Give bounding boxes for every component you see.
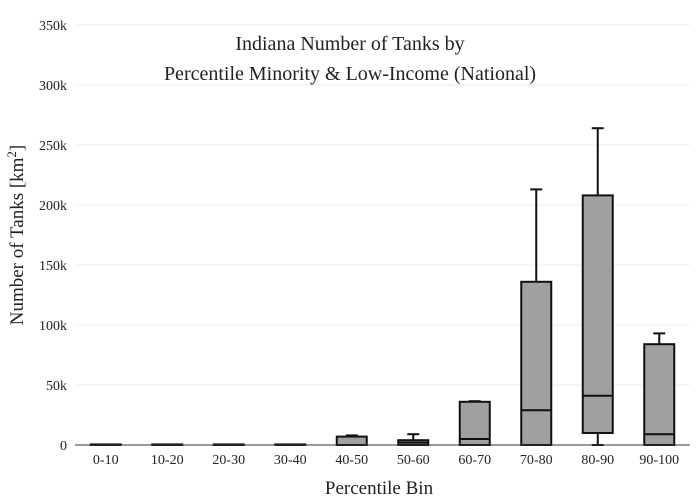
chart-title-line-2: Percentile Minority & Low-Income (Nation…: [164, 63, 536, 85]
box-iqr: [335, 435, 368, 447]
x-tick-label: 70-80: [520, 453, 553, 468]
box-iqr: [520, 280, 553, 446]
chart-title-line-1: Indiana Number of Tanks by: [235, 33, 464, 55]
y-tick-label: 300k: [39, 79, 67, 94]
box-iqr: [643, 343, 676, 447]
y-tick-label: 350k: [39, 19, 67, 34]
y-tick-label: 100k: [39, 319, 67, 334]
y-axis-title-main: Number of Tanks [km: [7, 157, 28, 325]
x-tick-label: 10-20: [151, 453, 184, 468]
box-70-80: [520, 188, 553, 446]
x-axis-title: Percentile Bin: [325, 478, 434, 499]
y-axis-title: Number of Tanks [km2]: [4, 145, 28, 326]
x-tick-label: 40-50: [335, 453, 368, 468]
y-tick-label: 0: [60, 439, 67, 454]
y-tick-label: 50k: [46, 379, 67, 394]
y-tick-label: 250k: [39, 139, 67, 154]
y-axis-ticks: 0 50k 100k 150k 200k 250k 300k 350k: [39, 19, 67, 454]
y-tick-label: 200k: [39, 199, 67, 214]
x-tick-label: 60-70: [458, 453, 491, 468]
box-40-50: [335, 434, 368, 447]
box-series: [89, 127, 676, 447]
box-60-70: [458, 400, 491, 446]
box-80-90: [581, 127, 614, 446]
y-axis-title-end: ]: [7, 145, 28, 151]
box-50-60: [397, 433, 430, 447]
y-axis-title-sup: 2: [4, 151, 19, 158]
x-tick-label: 0-10: [93, 453, 119, 468]
x-tick-label: 80-90: [581, 453, 614, 468]
grid-lines: [75, 24, 690, 386]
box-iqr: [581, 194, 614, 434]
box-iqr: [458, 400, 491, 446]
x-tick-label: 90-100: [639, 453, 679, 468]
x-tick-label: 30-40: [274, 453, 307, 468]
x-axis-ticks: 0-10 10-20 20-30 30-40 40-50 50-60 60-70 70-80 8…: [93, 453, 679, 468]
box-90-100: [643, 332, 676, 447]
x-tick-label: 20-30: [212, 453, 245, 468]
x-tick-label: 50-60: [397, 453, 430, 468]
y-tick-label: 150k: [39, 259, 67, 274]
